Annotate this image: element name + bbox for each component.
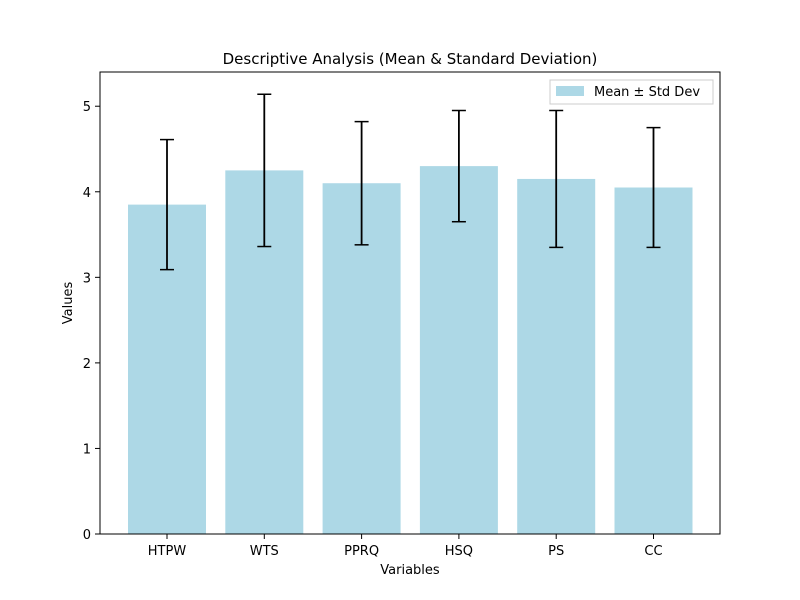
x-axis-ticks: HTPW WTS PPRQ HSQ PS CC	[148, 534, 663, 559]
chart-title: Descriptive Analysis (Mean & Standard De…	[223, 50, 598, 68]
legend-label: Mean ± Std Dev	[594, 85, 700, 100]
y-tick-label-1: 1	[83, 442, 91, 457]
y-axis-label: Values	[61, 282, 76, 325]
x-tick-label-hsq: HSQ	[445, 544, 473, 559]
error-bars-group	[160, 93, 661, 271]
plot-area	[128, 93, 693, 534]
x-tick-label-pprq: PPRQ	[344, 544, 379, 559]
axes-frame	[99, 71, 721, 535]
y-tick-label-0: 0	[83, 528, 91, 543]
y-tick-label-5: 5	[83, 100, 91, 115]
x-axis-label: Variables	[380, 563, 440, 578]
x-tick-label-htpw: HTPW	[148, 544, 187, 559]
y-tick-label-3: 3	[83, 271, 91, 286]
y-axis-ticks: 0 1 2 3 4 5	[83, 100, 100, 543]
x-tick-label-cc: CC	[644, 544, 662, 559]
bars-group	[128, 166, 693, 534]
x-tick-label-wts: WTS	[250, 544, 279, 559]
y-tick-label-4: 4	[83, 186, 91, 201]
legend: Mean ± Std Dev	[549, 79, 714, 105]
y-tick-label-2: 2	[83, 357, 91, 372]
legend-swatch	[556, 86, 584, 96]
x-tick-label-ps: PS	[548, 544, 564, 559]
bar-hsq	[419, 166, 498, 534]
